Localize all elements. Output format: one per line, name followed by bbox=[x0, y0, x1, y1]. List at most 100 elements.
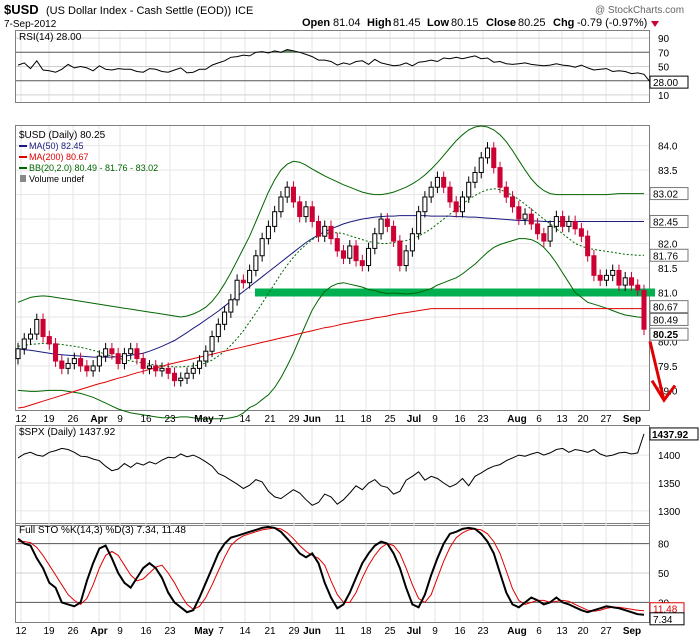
stochastic-chart: 80502011.487.34 bbox=[16, 525, 685, 626]
candle-body bbox=[347, 245, 353, 259]
x-tick-label: Aug bbox=[507, 414, 526, 425]
x-tick-label: 26 bbox=[67, 414, 79, 425]
candle-body bbox=[40, 318, 46, 338]
candle-body bbox=[484, 147, 491, 159]
x-tick-label: 23 bbox=[477, 414, 489, 425]
down-arrow-icon bbox=[648, 341, 666, 401]
candle-body bbox=[309, 206, 315, 222]
x-tick-label: May bbox=[194, 626, 214, 637]
candle-body bbox=[560, 216, 566, 227]
candle-body bbox=[228, 299, 234, 313]
down-triangle-icon bbox=[651, 21, 659, 27]
candle-body bbox=[171, 372, 178, 382]
x-tick-label: 7 bbox=[218, 626, 224, 637]
candle-body bbox=[290, 186, 296, 203]
price-y-tick: 84.0 bbox=[658, 142, 678, 153]
candle-body bbox=[272, 211, 278, 227]
x-tick-label: 18 bbox=[360, 414, 372, 425]
candle-body bbox=[503, 186, 509, 198]
x-tick-label: 23 bbox=[477, 626, 489, 637]
price-last-box bbox=[649, 214, 689, 228]
candle-body bbox=[353, 245, 359, 262]
candle-body bbox=[428, 186, 434, 198]
candle-body bbox=[622, 277, 628, 286]
candle-body bbox=[134, 348, 140, 360]
candle-body bbox=[234, 279, 240, 301]
sto-panel bbox=[15, 523, 650, 623]
candle-body bbox=[34, 318, 40, 335]
x-tick-label: 14 bbox=[239, 626, 251, 637]
x-tick-label: Apr bbox=[90, 414, 107, 425]
spx-last-box bbox=[649, 427, 699, 441]
candle-body bbox=[190, 367, 196, 374]
x-tick-label: 29 bbox=[288, 626, 300, 637]
price-y-tick: 82.0 bbox=[658, 240, 678, 251]
rsi-title: RSI(14) 28.00 bbox=[19, 32, 82, 43]
candle-body bbox=[165, 367, 171, 374]
candle-body bbox=[572, 220, 578, 230]
x-tick-label: 9 bbox=[432, 414, 438, 425]
candle-body bbox=[397, 240, 403, 267]
candle-body bbox=[65, 362, 71, 369]
candle-body bbox=[616, 269, 622, 286]
candle-body bbox=[15, 348, 21, 360]
x-tick-label: 20 bbox=[577, 626, 589, 637]
candle-body bbox=[441, 176, 447, 188]
header-date: 7-Sep-2012 bbox=[4, 19, 57, 30]
x-tick-label: 27 bbox=[600, 414, 612, 425]
price-last-box bbox=[649, 300, 689, 314]
candle-body bbox=[253, 255, 259, 271]
candle-body bbox=[635, 284, 641, 291]
x-tick-label: Jun bbox=[303, 414, 321, 425]
x-tick-label: 26 bbox=[67, 626, 79, 637]
low-value: 80.15 bbox=[451, 17, 479, 29]
open-label: Open bbox=[302, 17, 330, 29]
price-y-tick: 81.0 bbox=[658, 288, 678, 299]
x-tick-label: 14 bbox=[239, 414, 251, 425]
legend-volume-swatch bbox=[20, 175, 26, 182]
candle-body bbox=[516, 206, 522, 220]
candle-body bbox=[297, 201, 303, 218]
watermark: @ StockCharts.com bbox=[595, 5, 684, 16]
x-tick-label: 16 bbox=[140, 626, 152, 637]
price-last-label: 80.67 bbox=[653, 303, 678, 314]
candle-body bbox=[384, 218, 390, 227]
candle-body bbox=[222, 311, 228, 325]
x-tick-label: Sep bbox=[623, 626, 641, 637]
x-tick-label: May bbox=[194, 414, 214, 425]
price-y-tick: 79.0 bbox=[658, 386, 678, 397]
candle-body bbox=[453, 201, 459, 213]
candle-body bbox=[215, 323, 221, 338]
candle-body bbox=[378, 218, 384, 235]
chg-label: Chg bbox=[553, 17, 574, 29]
candle-body bbox=[334, 238, 340, 252]
rsi-line bbox=[17, 48, 651, 83]
price-panel bbox=[15, 125, 650, 411]
close-value: 80.25 bbox=[518, 17, 546, 29]
price-last-label: 80.49 bbox=[653, 315, 678, 326]
open-value: 81.04 bbox=[333, 17, 361, 29]
candle-body bbox=[340, 250, 347, 259]
candle-body bbox=[78, 358, 84, 367]
header-exchange: ICE bbox=[235, 5, 253, 17]
candle-body bbox=[416, 211, 422, 235]
x-tick-label: 16 bbox=[454, 626, 466, 637]
x-tick-label: 23 bbox=[164, 414, 176, 425]
candle-body bbox=[478, 157, 484, 174]
candle-body bbox=[497, 167, 503, 188]
sto-d-last-label: 11.48 bbox=[653, 605, 678, 616]
candle-body bbox=[535, 223, 541, 235]
x-tick-label: 9 bbox=[432, 626, 438, 637]
low-label: Low bbox=[427, 17, 449, 29]
rsi-y-tick: 10 bbox=[658, 91, 670, 102]
x-tick-label: 13 bbox=[556, 414, 568, 425]
sto-y-tick: 80 bbox=[658, 540, 670, 551]
x-tick-label: 6 bbox=[536, 414, 542, 425]
candle-body bbox=[259, 238, 265, 257]
x-tick-label: 6 bbox=[536, 626, 542, 637]
price-last-label: 83.02 bbox=[653, 190, 678, 201]
candle-body bbox=[372, 233, 378, 249]
x-tick-label: Aug bbox=[507, 626, 526, 637]
candle-body bbox=[247, 269, 253, 284]
